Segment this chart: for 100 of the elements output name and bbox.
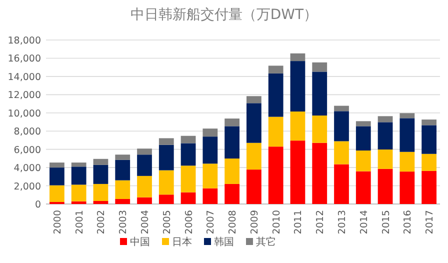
bar (93, 184, 108, 201)
bar (356, 126, 371, 151)
x-tick-label: 2014 (358, 210, 370, 234)
y-tick-label: 8,000 (14, 126, 41, 138)
x-tick-label: 2005 (162, 210, 173, 234)
bar (290, 61, 306, 112)
bar (422, 170, 436, 204)
x-tick-label: 2017 (424, 210, 436, 234)
bar (356, 171, 371, 204)
x-tick-label: 2007 (206, 210, 217, 234)
x-tick-label: 2009 (249, 210, 260, 234)
bar (246, 142, 262, 170)
bar (268, 146, 284, 204)
bar (71, 166, 86, 185)
bar (312, 116, 328, 143)
bar (400, 172, 415, 204)
x-tick-label: 2016 (402, 210, 414, 234)
bar (224, 118, 240, 126)
bar (268, 116, 284, 147)
bar (93, 164, 108, 184)
bar (334, 106, 349, 112)
x-tick-label: 2010 (271, 210, 282, 234)
bar (224, 126, 240, 159)
bar (400, 152, 415, 172)
y-tick-label: 10,000 (8, 108, 41, 120)
bar (115, 198, 130, 204)
bar (158, 144, 174, 170)
x-tick-label: 2011 (293, 210, 304, 234)
bar (422, 120, 436, 126)
bar (93, 158, 108, 165)
bar (158, 138, 174, 145)
y-tick-label: 12,000 (8, 90, 41, 102)
bar (422, 154, 436, 171)
y-tick-label: 4,000 (14, 163, 41, 174)
legend-label: 日本 (172, 236, 192, 248)
x-tick-label: 2008 (228, 210, 239, 234)
bar (71, 184, 86, 202)
bar (115, 160, 130, 180)
bar (93, 200, 108, 204)
x-tick-label: 2003 (118, 210, 130, 234)
legend-label: 其它 (256, 236, 276, 248)
bar (312, 62, 328, 72)
bar (202, 164, 218, 188)
y-tick-label: 2,000 (14, 181, 41, 192)
bar (115, 154, 130, 160)
bar (312, 142, 328, 204)
bar (158, 170, 174, 195)
bar (158, 194, 174, 204)
bar (290, 53, 306, 62)
bar (400, 118, 415, 152)
bar (180, 192, 196, 204)
legend-label: 中国 (130, 236, 150, 248)
bar (378, 150, 393, 169)
bar (378, 168, 393, 204)
bar (334, 141, 349, 164)
bar (137, 176, 152, 198)
y-tick-label: 6,000 (14, 144, 41, 156)
bar (246, 170, 262, 204)
bar (246, 103, 262, 143)
bar (137, 154, 152, 176)
bar (334, 164, 349, 204)
bar (50, 162, 64, 168)
bar (422, 125, 436, 154)
bar (137, 197, 152, 204)
chart-title: 中日韩新船交付量（万DWT） (130, 7, 318, 23)
bar (71, 201, 86, 204)
bar (50, 168, 64, 186)
x-tick-label: 2013 (337, 210, 348, 234)
bar (378, 116, 393, 122)
bar (400, 113, 415, 118)
bar (246, 96, 262, 104)
legend-label: 韩国 (214, 236, 234, 248)
bar (115, 180, 130, 199)
bar (202, 136, 218, 164)
x-tick-label: 2012 (315, 210, 326, 234)
bar (378, 122, 393, 150)
bar (224, 184, 240, 204)
bar (356, 121, 371, 126)
bar (180, 166, 196, 192)
y-tick-label: 0 (34, 200, 41, 210)
bar (202, 128, 218, 137)
y-tick-label: 16,000 (8, 54, 41, 65)
bar (312, 72, 328, 116)
bar (137, 148, 152, 155)
x-tick-label: 2015 (380, 210, 392, 234)
x-tick-label: 2001 (74, 210, 86, 234)
x-tick-label: 2000 (52, 210, 64, 234)
y-tick-label: 18,000 (8, 36, 41, 46)
x-tick-label: 2002 (96, 210, 108, 234)
bar (290, 112, 306, 141)
bar (71, 162, 86, 167)
bar (202, 188, 218, 204)
bar (268, 66, 284, 74)
bar (224, 158, 240, 184)
x-tick-label: 2006 (184, 210, 195, 234)
y-tick-label: 14,000 (8, 72, 41, 83)
bar (290, 140, 306, 204)
bar (356, 150, 371, 172)
bar (334, 111, 349, 142)
x-tick-label: 2004 (140, 210, 151, 234)
